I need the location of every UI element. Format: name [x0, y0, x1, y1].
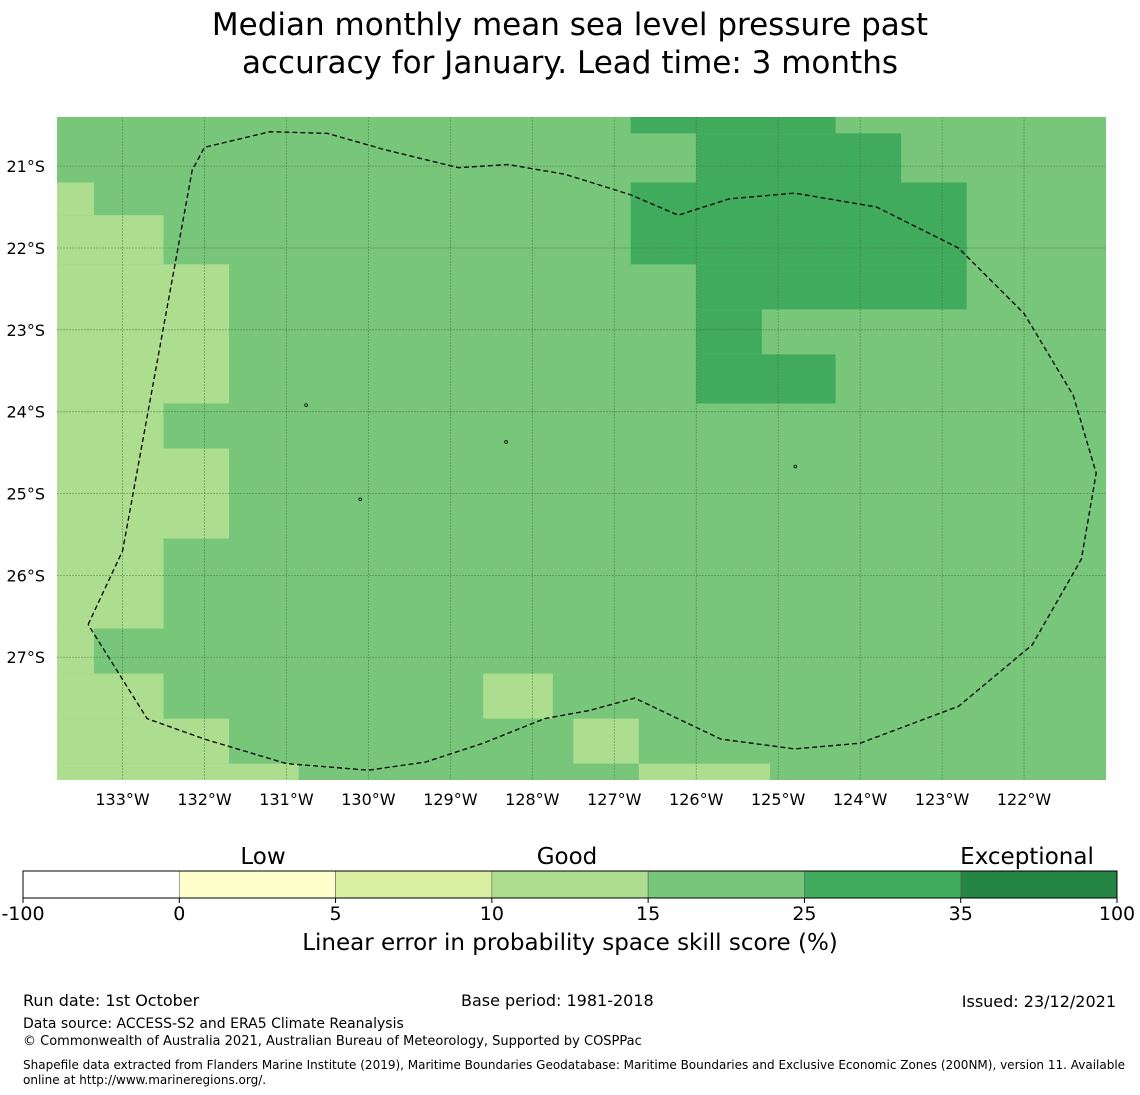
colorbar-segment: [491, 870, 649, 899]
colorbar-tick-label: 15: [636, 903, 660, 925]
category-label-low: Low: [240, 844, 285, 870]
colorbar-segment: [22, 870, 180, 899]
lon-tick-label: 128°W: [505, 790, 560, 809]
map-cell: [57, 628, 94, 674]
colorbar-segment: [804, 870, 962, 899]
longitude-labels: 133°W 132°W 131°W 130°W 129°W 128°W 127°W 126°W…: [95, 790, 1051, 809]
colorbar-tick-label: 0: [173, 903, 185, 925]
colorbar-tick-label: 35: [949, 903, 973, 925]
shapefile-credit: Shapefile data extracted from Flanders M…: [23, 1058, 1126, 1087]
eez-boundary-outline: [87, 131, 1097, 771]
lon-tick-label: 132°W: [177, 790, 232, 809]
category-label-exceptional: Exceptional: [960, 844, 1094, 870]
colorbar-tick-labels: -100 0 5 10 15 25 35 100: [1, 898, 1135, 925]
lon-tick-label: 122°W: [997, 790, 1052, 809]
map-cell: [638, 763, 770, 780]
skill-map: 21°S22°S23°S24°S25°S26°S27°S 133°W 132°W 1…: [1, 117, 1135, 925]
map-gridlines: [57, 117, 1106, 780]
map-cell: [57, 673, 164, 719]
lon-tick-label: 130°W: [341, 790, 396, 809]
map-cell: [696, 264, 967, 310]
copyright: © Commonwealth of Australia 2021, Austra…: [23, 1034, 642, 1049]
map-cell: [57, 538, 164, 629]
lon-tick-label: 133°W: [95, 790, 150, 809]
map-cell: [696, 309, 762, 355]
map-cell: [630, 117, 836, 134]
category-label-good: Good: [537, 844, 598, 870]
colorbar-segment: [335, 870, 493, 899]
colorbar-frame: [22, 870, 1118, 899]
lat-tick-label: 21°S: [6, 157, 45, 176]
base-period: Base period: 1981-2018: [461, 991, 654, 1010]
island-marker: [504, 440, 508, 444]
map-cell: [57, 403, 164, 449]
latitude-labels: 21°S 22°S 23°S 24°S 25°S 26°S 27°S: [6, 157, 45, 667]
lat-tick-label: 27°S: [6, 648, 45, 667]
map-cells: [57, 117, 1106, 780]
lon-tick-label: 126°W: [669, 790, 724, 809]
lat-tick-label: 26°S: [6, 566, 45, 585]
map-islands: [304, 403, 798, 502]
colorbar-segment: [178, 870, 336, 899]
map-cell: [696, 133, 902, 183]
map-cell: [57, 264, 230, 404]
map-cell: [483, 673, 553, 719]
lon-tick-label: 129°W: [423, 790, 478, 809]
colorbar-tick-label: 5: [330, 903, 342, 925]
island-marker: [793, 464, 798, 469]
colorbar-tick-label: 100: [1099, 903, 1135, 925]
lat-tick-label: 23°S: [6, 321, 45, 340]
lat-tick-label: 25°S: [6, 485, 45, 504]
island-marker: [304, 403, 308, 407]
lon-tick-label: 124°W: [833, 790, 888, 809]
lon-tick-label: 125°W: [751, 790, 806, 809]
colorbar: [22, 870, 1118, 899]
issued-date: Issued: 23/12/2021: [961, 992, 1116, 1011]
colorbar-segment: [647, 870, 805, 899]
map-cell: [696, 354, 836, 404]
lat-tick-label: 22°S: [6, 239, 45, 258]
title-line-1: Median monthly mean sea level pressure p…: [211, 7, 929, 43]
map-cell: [57, 718, 230, 764]
data-source: Data source: ACCESS-S2 and ERA5 Climate …: [23, 1016, 404, 1032]
island-marker: [358, 497, 363, 502]
lon-tick-label: 127°W: [587, 790, 642, 809]
map-cell: [57, 215, 164, 265]
colorbar-tick-label: -100: [1, 903, 44, 925]
colorbar-title: Linear error in probability space skill …: [302, 930, 838, 956]
run-date: Run date: 1st October: [23, 991, 200, 1010]
map-cell: [630, 182, 967, 265]
title-line-2: accuracy for January. Lead time: 3 month…: [241, 45, 898, 81]
map-cell: [57, 182, 94, 216]
colorbar-tick-label: 25: [792, 903, 816, 925]
map-cell: [573, 718, 639, 764]
map-cell: [57, 763, 299, 780]
lon-tick-label: 123°W: [915, 790, 970, 809]
lon-tick-label: 131°W: [259, 790, 314, 809]
page-title: Median monthly mean sea level pressure p…: [0, 6, 1140, 82]
colorbar-tick-label: 10: [480, 903, 504, 925]
lat-tick-label: 24°S: [6, 403, 45, 422]
colorbar-segment: [960, 870, 1118, 899]
